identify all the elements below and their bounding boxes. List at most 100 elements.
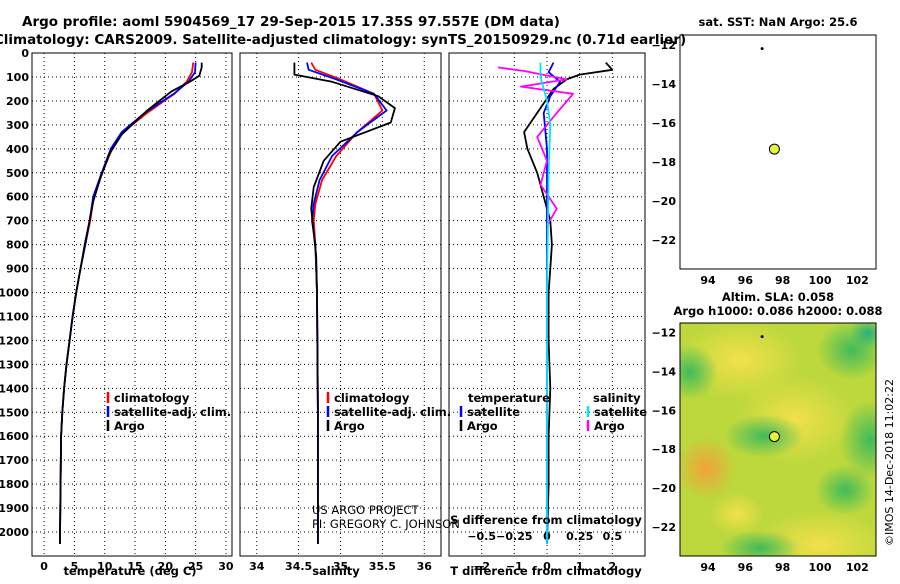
x-tick-label: −1 (506, 560, 523, 573)
float-position-marker (768, 143, 780, 155)
lon-tick-label: 98 (775, 274, 790, 287)
depth-tick-label: 1300 (0, 358, 29, 371)
t-difference-axis-label: T difference from climatology (450, 564, 642, 578)
depth-tick-label: 600 (6, 191, 29, 204)
figure-title-line1: Argo profile: aoml 5904569_17 29-Sep-201… (22, 14, 560, 30)
lat-tick-label: −20 (651, 482, 676, 495)
sla-map-title-line1: Altim. SLA: 0.058 (722, 290, 834, 304)
x-tick-label: 0 (40, 560, 48, 573)
legend-header-temperature: temperature (468, 391, 550, 405)
x-tick-label: 5 (71, 560, 79, 573)
depth-tick-labels: 0 100 200 300 400 500 600 700 800 900 1000 1100 1200… (0, 47, 29, 539)
t-difference-tick-labels: −2 −1 0 1 2 (473, 560, 616, 573)
sla-heatmap-blob (720, 530, 800, 556)
depth-tick-label: 1200 (0, 334, 29, 347)
lon-tick-label: 94 (700, 274, 716, 287)
sla-map-title-line2: Argo h1000: 0.086 h2000: 0.088 (673, 304, 882, 318)
float-position-marker (768, 431, 780, 443)
series-line-satellite-adj-clim- (59, 62, 197, 545)
depth-tick-label: 1900 (0, 502, 29, 515)
depth-tick-label: 1400 (0, 382, 29, 395)
legend-label-t-argo: Argo (467, 419, 498, 433)
salinity-legend: climatology satellite-adj. clim. Argo (326, 391, 451, 433)
island-marker (760, 47, 764, 51)
imos-stamp: ©IMOS 14-Dec-2018 11:02:22 (883, 379, 896, 546)
lat-tick-label: −22 (651, 234, 676, 247)
legend-label-satellite: satellite-adj. clim. (114, 405, 231, 419)
series-line-t-argo (523, 61, 614, 545)
pi-label: PI: GREGORY C. JOHNSON (312, 517, 460, 531)
x-tick-label: 25 (188, 560, 203, 573)
figure-title-line2: Climatology: CARS2009. Satellite-adjuste… (0, 32, 686, 48)
s-difference-tick-labels: −0.5 −0.25 0 0.25 0.5 (467, 530, 622, 543)
lon-tick-label: 94 (700, 561, 716, 574)
lat-tick-label: −16 (651, 404, 676, 417)
legend-label-climatology: climatology (114, 391, 190, 405)
x-tick-label: 10 (97, 560, 113, 573)
x-tick-label: 34 (249, 560, 265, 573)
legend-label-satellite: satellite-adj. clim. (334, 405, 451, 419)
depth-tick-label: 0 (21, 47, 29, 60)
legend-label-s-argo: Argo (594, 419, 625, 433)
series-line-s-argo (497, 66, 574, 226)
series-line-climatology (310, 62, 384, 544)
lat-tick-label: −18 (651, 443, 676, 456)
x-tick-label: 35 (333, 560, 348, 573)
project-label: US ARGO PROJECT (312, 503, 420, 517)
x-tick-label: −2 (473, 560, 490, 573)
depth-tick-label: 400 (6, 143, 29, 156)
depth-tick-label: 1100 (0, 310, 29, 323)
lat-tick-label: −18 (651, 156, 676, 169)
temperature-frame (31, 52, 233, 557)
legend-label-argo: Argo (334, 419, 365, 433)
x-tick-label: 34.5 (285, 560, 312, 573)
x-tick-label: 15 (127, 560, 142, 573)
temperature-tick-labels: 0 5 10 15 20 25 30 (40, 560, 234, 573)
lon-tick-label: 100 (809, 274, 832, 287)
difference-series (497, 61, 614, 545)
lon-tick-label: 96 (738, 274, 754, 287)
x-tick-label: 30 (218, 560, 234, 573)
legend-header-salinity: salinity (593, 391, 641, 405)
x-tick-label: 35.5 (369, 560, 396, 573)
sla-heatmap (680, 323, 876, 556)
depth-tick-label: 200 (6, 95, 29, 108)
lat-tick-label: −14 (651, 78, 676, 91)
x2-tick-label: 0.5 (603, 530, 623, 543)
temperature-series (59, 62, 203, 545)
difference-panel: −2 −1 0 1 2 −0.5 −0.25 0 0.25 0.5 T difference f… (448, 52, 647, 578)
lon-tick-label: 96 (738, 561, 754, 574)
x-tick-label: 0 (543, 560, 551, 573)
x2-tick-label: 0.25 (566, 530, 593, 543)
sla-map-tick-labels: 94 96 98 100 102 −12 −14 −16 −18 −20 −22 (651, 327, 868, 574)
depth-tick-label: 800 (6, 239, 29, 252)
x2-tick-label: −0.25 (496, 530, 532, 543)
series-line-climatology (59, 62, 195, 545)
series-line-argo (59, 62, 203, 545)
sla-heatmap-blob (850, 323, 876, 349)
depth-tick-label: 900 (6, 263, 29, 276)
x-tick-label: 2 (609, 560, 617, 573)
temperature-grid (32, 52, 232, 556)
depth-tick-label: 100 (6, 71, 29, 84)
s-difference-axis-label: S difference from climatology (450, 513, 642, 527)
lat-tick-label: −22 (651, 521, 676, 534)
sla-map-panel: Altim. SLA: 0.058 Argo h1000: 0.086 h200… (651, 290, 882, 574)
sst-map-frame (679, 34, 877, 270)
sst-map-tick-labels: 94 96 98 100 102 −12 −14 −16 −18 −20 −22 (651, 39, 868, 287)
depth-tick-label: 1500 (0, 406, 29, 419)
sst-map-title: sat. SST: NaN Argo: 25.6 (698, 15, 857, 29)
salinity-axis-label: salinity (312, 564, 360, 578)
lat-tick-label: −16 (651, 117, 676, 130)
lat-tick-label: −12 (651, 327, 676, 340)
salinity-grid (240, 52, 441, 556)
x-tick-label: 20 (158, 560, 174, 573)
series-line-argo (293, 62, 396, 544)
temperature-axis-label: temperature (deg C) (63, 564, 196, 578)
lon-tick-label: 102 (846, 274, 869, 287)
temperature-panel: 0100200300400500600700800900100011001200… (0, 47, 234, 578)
depth-tick-label: 1700 (0, 454, 29, 467)
difference-frame (448, 52, 646, 557)
temperature-legend: climatology satellite-adj. clim. Argo (106, 391, 231, 433)
